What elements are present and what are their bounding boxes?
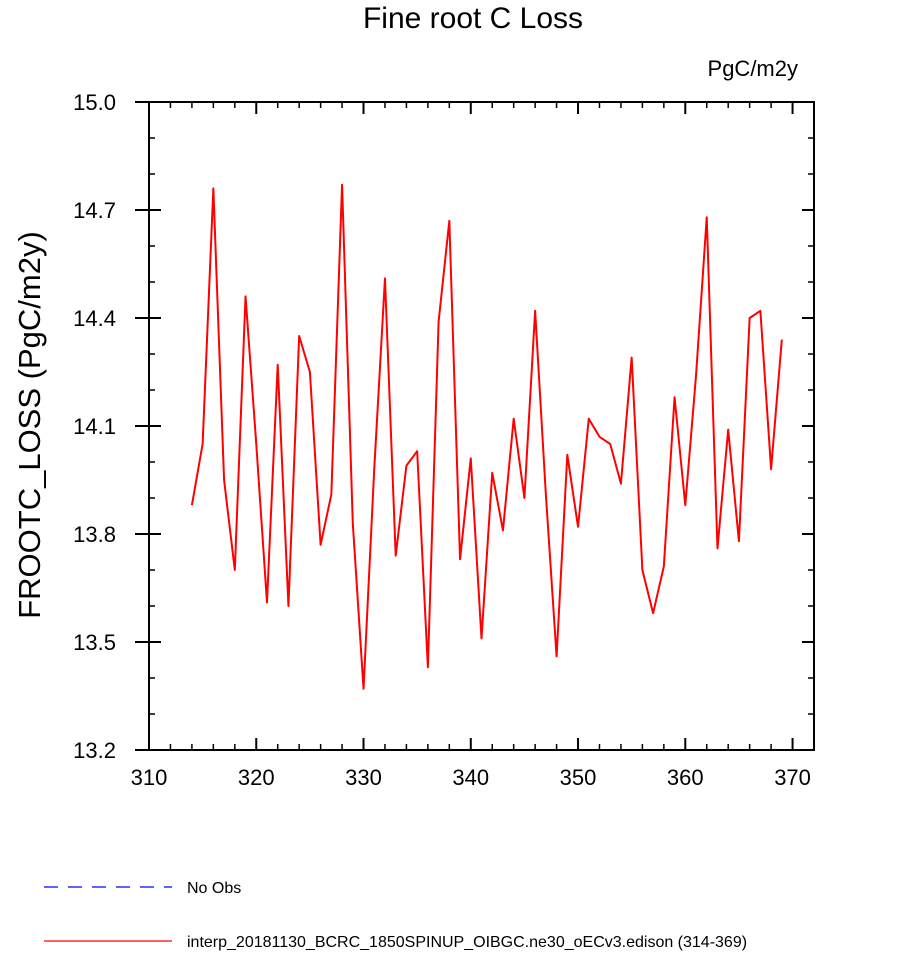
y-tick-label: 14.7 xyxy=(73,198,116,223)
x-tick-label: 370 xyxy=(774,765,811,790)
series xyxy=(190,183,783,690)
series-line-1 xyxy=(190,183,783,690)
legend-label-no-obs: No Obs xyxy=(187,880,241,897)
y-tick-label: 13.2 xyxy=(73,738,116,763)
x-tick-label: 320 xyxy=(238,765,275,790)
x-tick-label: 340 xyxy=(452,765,489,790)
y-tick-label: 13.5 xyxy=(73,630,116,655)
y-tick-label: 13.8 xyxy=(73,522,116,547)
units-label: PgC/m2y xyxy=(708,56,798,81)
chart-title: Fine root C Loss xyxy=(363,2,583,35)
legend: No Obs interp_20181130_BCRC_1850SPINUP_O… xyxy=(44,880,747,951)
y-axis-label: FROOTC_LOSS (PgC/m2y) xyxy=(12,231,47,619)
x-tick-label: 350 xyxy=(560,765,597,790)
y-tick-label: 14.4 xyxy=(73,306,116,331)
tick-labels: 310 320 330 340 350 360 370 13.2 13.5 13.8 14.1 14.… xyxy=(73,90,811,790)
ticks xyxy=(135,101,815,751)
x-tick-label: 360 xyxy=(667,765,704,790)
legend-label-model: interp_20181130_BCRC_1850SPINUP_OIBGC.ne… xyxy=(187,934,747,951)
y-tick-label: 14.1 xyxy=(73,414,116,439)
y-tick-label: 15.0 xyxy=(73,90,116,115)
x-tick-label: 330 xyxy=(345,765,382,790)
x-tick-label: 310 xyxy=(131,765,168,790)
